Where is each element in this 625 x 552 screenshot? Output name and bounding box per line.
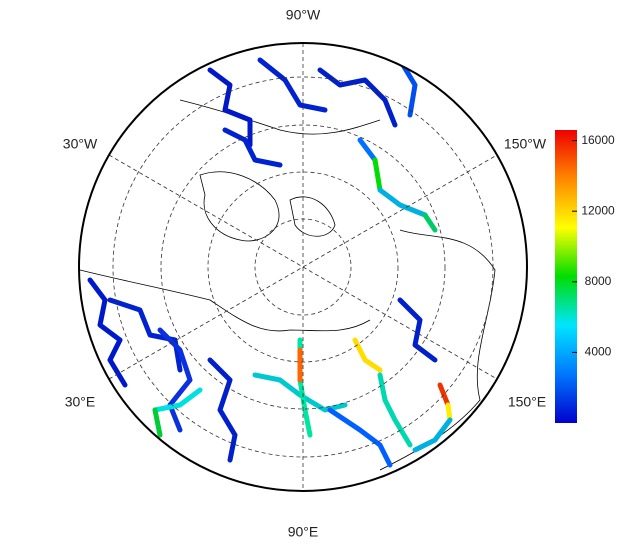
longitude-label: 150°W (504, 136, 547, 152)
coastline (79, 269, 371, 332)
colorbar (555, 130, 577, 423)
longitude-label: 30°E (65, 394, 96, 410)
colorbar-tick-label: 4000 (585, 345, 612, 359)
map-area (79, 43, 527, 491)
rivers (87, 57, 453, 468)
longitude-label: 30°W (63, 136, 98, 152)
colorbar-tick-label: 16000 (581, 133, 615, 147)
colorbar-tick-label: 8000 (585, 274, 612, 288)
coastline (179, 99, 381, 135)
map-border (78, 42, 528, 492)
longitude-label: 150°E (508, 394, 546, 410)
coastline (199, 171, 280, 242)
graticule (108, 43, 498, 491)
colorbar-tick-label: 12000 (581, 203, 615, 217)
longitude-label: 90°W (286, 7, 321, 23)
longitude-label: 90°E (288, 524, 319, 540)
